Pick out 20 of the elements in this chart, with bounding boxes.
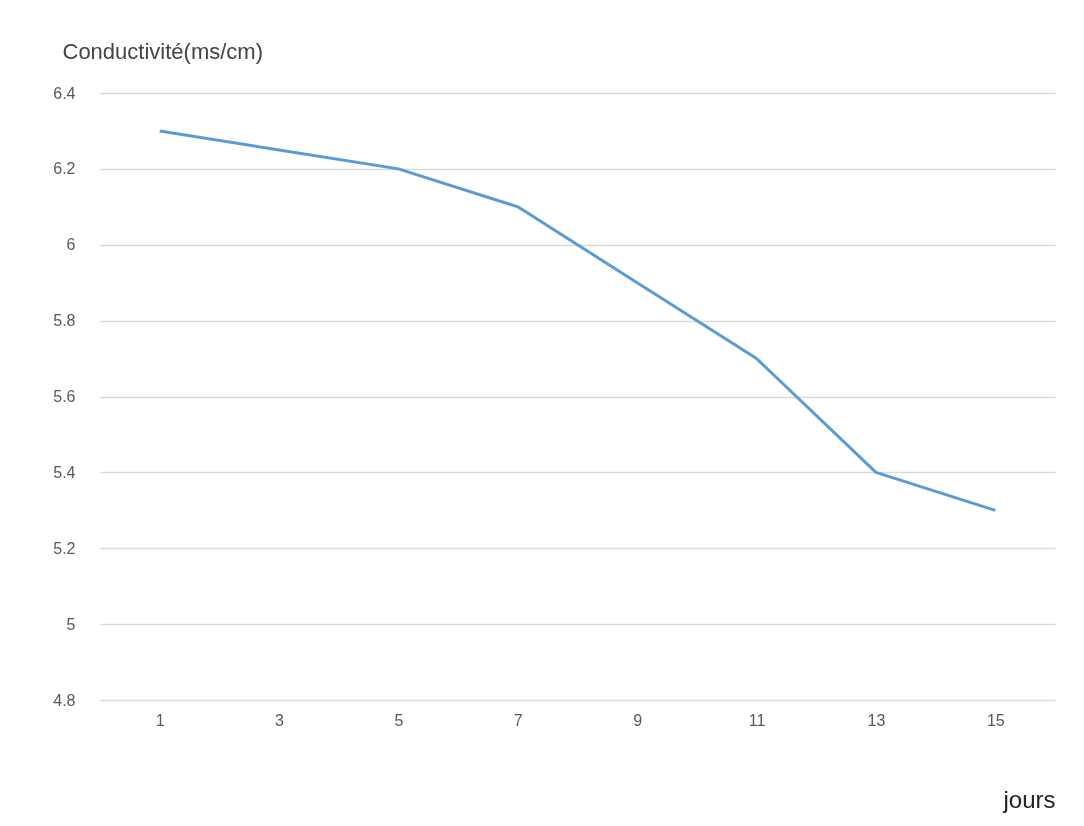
- line-series: [158, 129, 997, 512]
- x-tick-label: 1: [155, 711, 165, 729]
- y-tick-label: 6: [66, 236, 76, 254]
- y-tick-label: 5.6: [53, 388, 76, 405]
- y-tick-label: 5: [66, 615, 76, 633]
- x-tick-label: 13: [867, 711, 886, 729]
- y-tick-label: 5.2: [53, 539, 76, 557]
- x-tick-label: 3: [275, 711, 285, 729]
- x-axis-title: jours: [1002, 785, 1056, 813]
- y-tick-label: 5.4: [53, 463, 76, 481]
- x-tick-label: 11: [748, 711, 766, 729]
- x-tick-label: 15: [986, 711, 1005, 729]
- y-tick-label: 4.8: [53, 691, 76, 709]
- y-tick-label: 5.8: [53, 312, 76, 330]
- x-tick-label: 9: [633, 711, 643, 729]
- x-tick-label: 5: [394, 711, 404, 729]
- y-axis-title: Conductivité(ms/cm): [62, 38, 263, 64]
- y-tick-label: 6.4: [53, 84, 76, 102]
- x-tick-label: 7: [513, 711, 523, 729]
- y-tick-label: 6.2: [53, 160, 76, 178]
